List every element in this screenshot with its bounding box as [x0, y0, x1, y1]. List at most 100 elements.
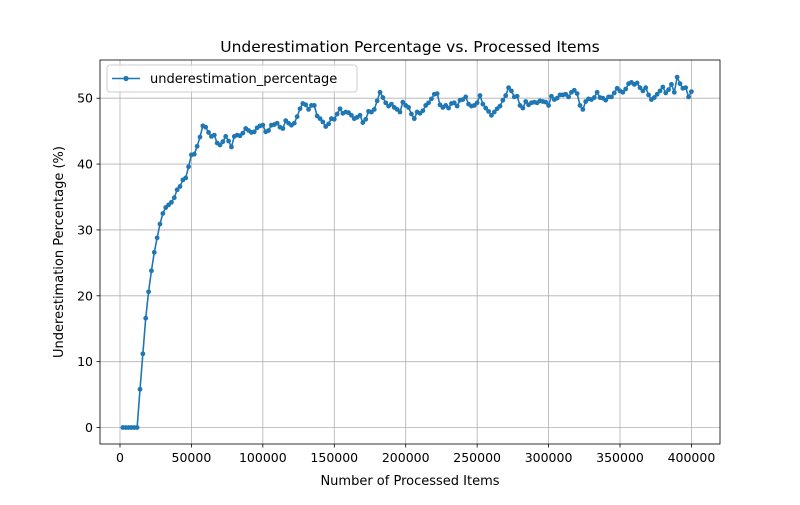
series-markers [120, 74, 694, 430]
data-point [574, 91, 580, 96]
data-point [454, 103, 460, 109]
data-point [331, 116, 337, 122]
data-point [491, 109, 497, 115]
y-tick-label: 20 [77, 288, 93, 303]
data-point [483, 105, 489, 111]
data-point [523, 99, 529, 104]
x-tick-label: 0 [116, 450, 124, 465]
y-tick-label: 30 [77, 222, 93, 237]
data-point [666, 87, 671, 93]
data-point [186, 164, 191, 170]
data-point [294, 114, 300, 120]
data-point [291, 120, 297, 126]
data-point [191, 151, 197, 157]
y-tick-label: 40 [77, 157, 93, 172]
data-point [646, 92, 651, 98]
x-tick-label: 100000 [239, 450, 287, 465]
y-tick-label: 10 [77, 354, 93, 369]
data-point [663, 90, 669, 96]
data-point [169, 199, 174, 205]
data-point [689, 89, 694, 95]
data-point [566, 94, 571, 100]
data-point [686, 94, 691, 100]
x-tick-label: 400000 [668, 450, 716, 465]
data-point [660, 84, 666, 90]
data-point [137, 386, 143, 392]
data-point [577, 103, 583, 108]
x-axis-ticks: 0 50000 100000 150000 200000 250000 300000 3500… [116, 444, 715, 465]
data-point [140, 351, 146, 357]
data-point [657, 88, 663, 94]
data-point [177, 184, 183, 189]
data-point [623, 86, 629, 92]
data-point [389, 101, 394, 107]
data-point [171, 195, 177, 201]
data-point [591, 95, 597, 100]
data-point [671, 89, 677, 95]
data-point [151, 249, 157, 255]
data-point [480, 101, 486, 107]
data-point [434, 91, 440, 96]
y-tick-label: 50 [77, 91, 93, 106]
data-point [206, 130, 211, 135]
data-point [229, 144, 234, 150]
data-point [157, 221, 163, 227]
data-point [326, 121, 331, 127]
data-point [134, 425, 140, 430]
data-point [446, 105, 451, 111]
data-point [503, 93, 509, 98]
data-point [311, 103, 317, 108]
data-point [251, 129, 257, 135]
data-point [509, 88, 514, 94]
data-point [669, 81, 674, 87]
x-tick-label: 50000 [172, 450, 212, 465]
data-point [651, 95, 657, 100]
data-point [146, 289, 151, 295]
data-point [514, 93, 520, 99]
data-point [297, 106, 303, 112]
data-point [489, 112, 494, 118]
data-point [643, 85, 649, 91]
data-point [383, 100, 389, 106]
data-point [317, 116, 323, 122]
data-point [486, 108, 491, 114]
data-point [306, 107, 311, 112]
data-point [197, 134, 203, 140]
data-point [377, 89, 383, 95]
data-point [554, 95, 560, 101]
data-point [320, 119, 326, 125]
data-point [420, 108, 426, 114]
data-point [174, 187, 180, 193]
data-point [203, 124, 209, 130]
data-point [363, 116, 369, 122]
data-point [674, 74, 680, 80]
data-point [149, 268, 154, 274]
data-point [429, 96, 434, 102]
data-point [463, 94, 469, 100]
data-point [360, 120, 366, 125]
data-point [637, 85, 643, 91]
data-point [337, 106, 343, 112]
data-point [426, 100, 431, 106]
x-tick-label: 300000 [525, 450, 573, 465]
data-point [349, 112, 354, 118]
plot-frame [99, 59, 721, 445]
data-point [303, 102, 309, 108]
data-point [374, 98, 380, 104]
data-point [609, 94, 614, 100]
data-point [334, 111, 340, 117]
data-point [223, 134, 229, 139]
data-point [380, 95, 386, 100]
data-point [620, 89, 626, 95]
series-line-layer [122, 76, 693, 429]
data-point [266, 128, 271, 133]
data-point [409, 111, 414, 117]
data-point [571, 87, 577, 93]
data-point [594, 89, 600, 95]
x-axis-label: Number of Processed Items [320, 474, 499, 489]
x-tick-label: 150000 [310, 450, 358, 465]
data-point [683, 85, 689, 91]
data-point [400, 99, 406, 105]
